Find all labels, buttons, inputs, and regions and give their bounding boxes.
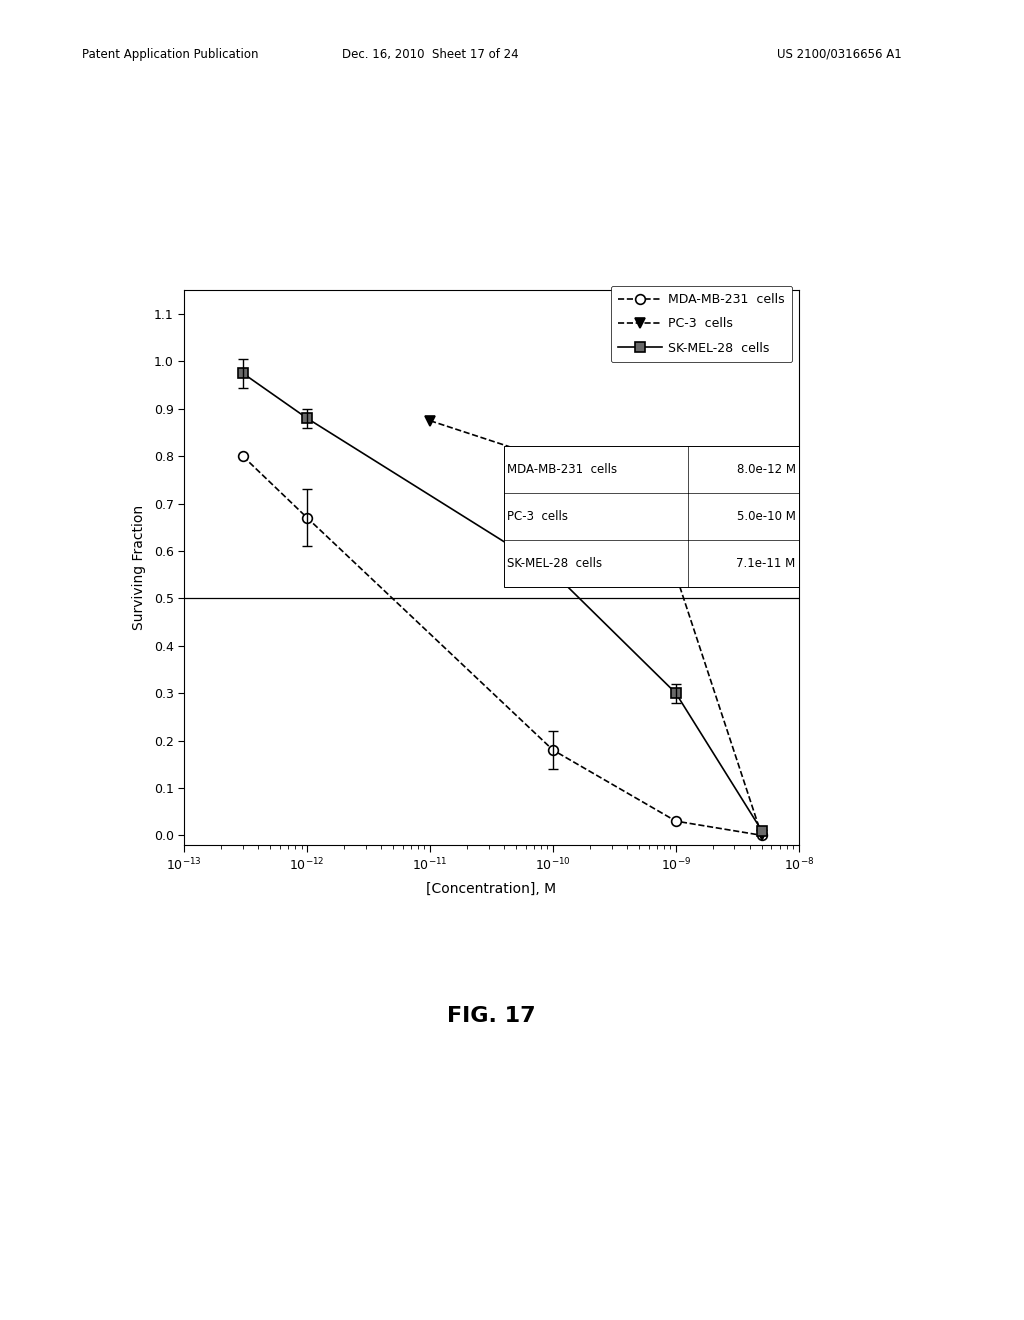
- MDA-MB-231  cells: [670, 813, 682, 829]
- Text: FIG. 17: FIG. 17: [447, 1006, 536, 1027]
- MDA-MB-231  cells: [301, 510, 313, 525]
- Line: PC-3  cells: PC-3 cells: [425, 416, 767, 841]
- Text: Patent Application Publication: Patent Application Publication: [82, 48, 258, 61]
- Y-axis label: Surviving Fraction: Surviving Fraction: [131, 506, 145, 630]
- SK-MEL-28  cells: [756, 822, 768, 838]
- Text: SK-MEL-28  cells: SK-MEL-28 cells: [507, 557, 602, 570]
- PC-3  cells: [424, 413, 436, 429]
- Legend: MDA-MB-231  cells, PC-3  cells, SK-MEL-28  cells: MDA-MB-231 cells, PC-3 cells, SK-MEL-28 …: [611, 285, 793, 362]
- PC-3  cells: [547, 453, 559, 469]
- Text: 7.1e-11 M: 7.1e-11 M: [736, 557, 796, 570]
- MDA-MB-231  cells: [756, 828, 768, 843]
- PC-3  cells: [670, 566, 682, 582]
- Bar: [504, 446, 799, 587]
- MDA-MB-231  cells: [237, 449, 249, 465]
- MDA-MB-231  cells: [547, 742, 559, 758]
- Text: Dec. 16, 2010  Sheet 17 of 24: Dec. 16, 2010 Sheet 17 of 24: [342, 48, 518, 61]
- SK-MEL-28  cells: [237, 366, 249, 381]
- PC-3  cells: [756, 828, 768, 843]
- Text: 5.0e-10 M: 5.0e-10 M: [737, 510, 796, 523]
- Line: SK-MEL-28  cells: SK-MEL-28 cells: [239, 368, 767, 836]
- Text: 8.0e-12 M: 8.0e-12 M: [736, 463, 796, 475]
- Text: US 2100/0316656 A1: US 2100/0316656 A1: [777, 48, 902, 61]
- SK-MEL-28  cells: [547, 565, 559, 581]
- Text: PC-3  cells: PC-3 cells: [507, 510, 568, 523]
- Text: MDA-MB-231  cells: MDA-MB-231 cells: [507, 463, 617, 475]
- SK-MEL-28  cells: [670, 685, 682, 701]
- X-axis label: [Concentration], M: [Concentration], M: [426, 882, 557, 895]
- Line: MDA-MB-231  cells: MDA-MB-231 cells: [239, 451, 767, 841]
- SK-MEL-28  cells: [301, 411, 313, 426]
